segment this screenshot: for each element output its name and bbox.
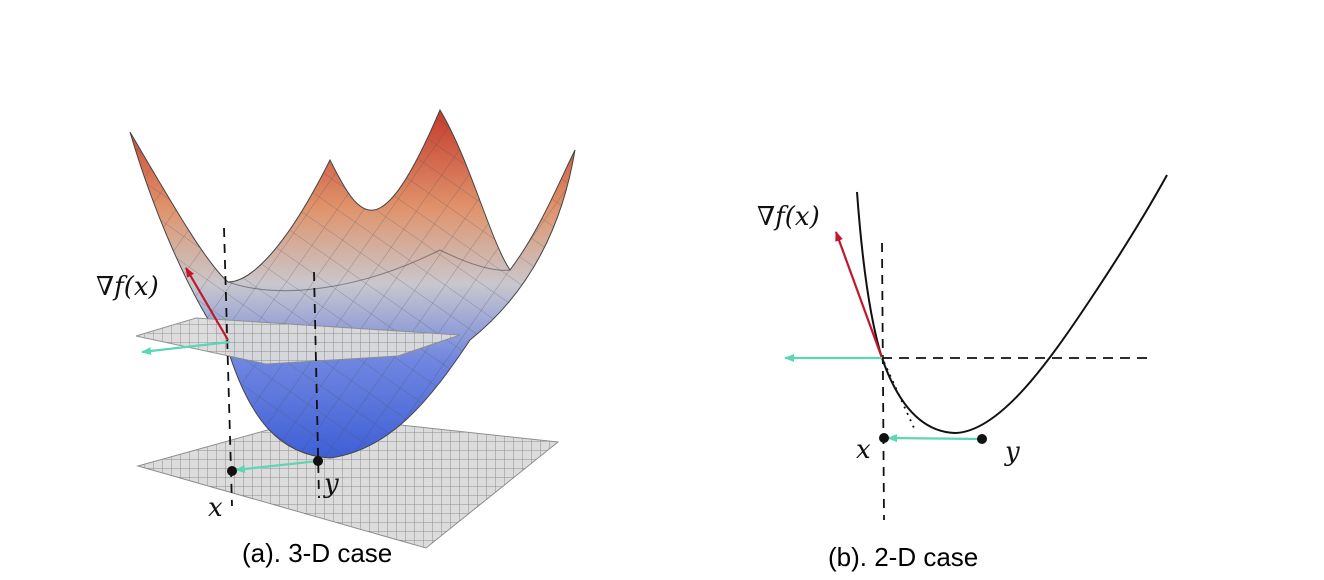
bottom-grid-plane — [136, 415, 560, 549]
point-x-a — [227, 466, 237, 476]
panel-a: ∇f(x) x y (a). 3-D case — [96, 108, 576, 568]
descent-arrow-bottom-b — [887, 434, 983, 443]
gradient-label-b: ∇f(x) — [757, 202, 820, 232]
caption-b: (b). 2-D case — [828, 542, 978, 572]
point-y-a — [313, 456, 323, 466]
descent-arrow-tangent-a — [141, 340, 231, 355]
label-x-b: x — [856, 435, 871, 465]
point-y-b — [977, 434, 987, 444]
dotted-tangent — [883, 361, 915, 429]
bowl-mesh — [130, 110, 575, 458]
tangent-grid-plane — [135, 317, 461, 365]
function-curve — [856, 174, 1168, 435]
label-x-a: x — [208, 493, 223, 523]
vertical-dashed-x — [223, 227, 233, 507]
gradient-arrow-b — [834, 231, 884, 359]
panel-b: ∇f(x) x y (b). 2-D case — [757, 174, 1168, 572]
gradient-arrow-a — [185, 267, 229, 341]
label-y-a: y — [323, 469, 339, 499]
vertical-dashed-y — [313, 271, 320, 499]
descent-arrow-bottom-a — [235, 459, 319, 473]
bowl-rim — [227, 249, 511, 292]
label-y-b: y — [1004, 437, 1020, 467]
caption-a: (a). 3-D case — [242, 538, 392, 568]
gradient-label-a: ∇f(x) — [96, 272, 159, 302]
point-x-b — [879, 433, 889, 443]
vertical-dashed-b — [881, 242, 885, 521]
